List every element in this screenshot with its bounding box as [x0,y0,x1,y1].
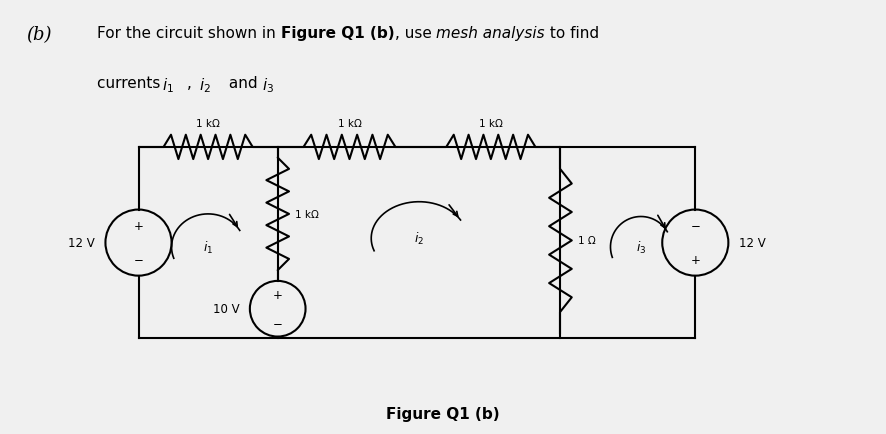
Text: (b): (b) [27,26,52,44]
Text: 12 V: 12 V [739,237,766,250]
Text: +: + [134,220,144,232]
Text: For the circuit shown in: For the circuit shown in [97,26,281,41]
Text: $i_3$: $i_3$ [636,239,646,256]
Text: 1 Ω: 1 Ω [578,236,595,246]
Text: Figure Q1 (b): Figure Q1 (b) [281,26,394,41]
Text: , use: , use [394,26,437,41]
Text: −: − [134,254,144,266]
Text: 1 kΩ: 1 kΩ [338,118,361,128]
Text: to find: to find [545,26,599,41]
Text: 12 V: 12 V [68,237,95,250]
Text: $i_1$: $i_1$ [162,76,174,95]
Text: mesh analysis: mesh analysis [437,26,545,41]
Text: 1 kΩ: 1 kΩ [479,118,502,128]
Text: and: and [224,76,262,91]
Text: −: − [690,220,700,232]
Text: 10 V: 10 V [213,302,239,316]
Text: +: + [273,288,283,301]
Text: Figure Q1 (b): Figure Q1 (b) [386,406,500,421]
Text: $i_2$: $i_2$ [414,230,424,247]
Text: $i_1$: $i_1$ [203,239,214,256]
Text: +: + [690,254,700,266]
Text: $i_2$: $i_2$ [199,76,211,95]
Text: currents: currents [97,76,166,91]
Text: ,: , [187,76,197,91]
Text: −: − [273,317,283,330]
Text: 1 kΩ: 1 kΩ [196,118,220,128]
Text: 1 kΩ: 1 kΩ [295,210,319,219]
Text: $i_3$: $i_3$ [262,76,275,95]
